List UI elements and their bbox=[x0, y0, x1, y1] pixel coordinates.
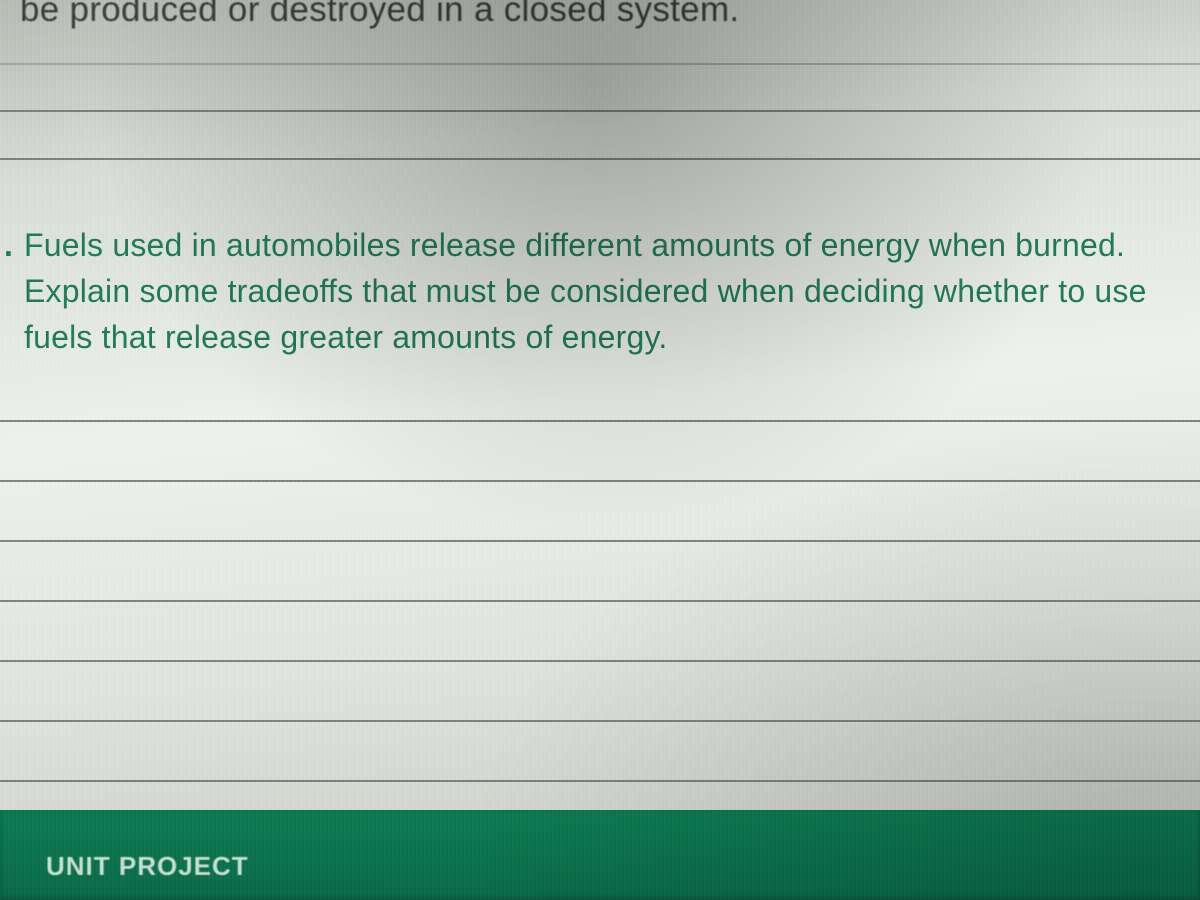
worksheet-page: be produced or destroyed in a closed sys… bbox=[0, 0, 1200, 900]
ruled-line bbox=[0, 660, 1200, 662]
question-text: Fuels used in automobiles release differ… bbox=[24, 227, 1147, 355]
ruled-line bbox=[0, 110, 1200, 112]
question-prompt: . Fuels used in automobiles release diff… bbox=[24, 222, 1160, 360]
ruled-line bbox=[0, 480, 1200, 482]
ruled-line bbox=[0, 540, 1200, 542]
screen-moire-overlay bbox=[0, 0, 1200, 900]
ruled-line bbox=[0, 420, 1200, 422]
footer-label: UNIT PROJECT bbox=[46, 851, 249, 882]
ruled-line bbox=[0, 780, 1200, 782]
ruled-line bbox=[0, 63, 1200, 65]
unit-project-footer: UNIT PROJECT bbox=[0, 810, 1200, 900]
ruled-line bbox=[0, 158, 1200, 160]
question-bullet: . bbox=[4, 222, 13, 268]
photo-vignette-overlay bbox=[0, 0, 1200, 900]
ruled-line bbox=[0, 720, 1200, 722]
ruled-line bbox=[0, 600, 1200, 602]
previous-question-fragment: be produced or destroyed in a closed sys… bbox=[20, 0, 739, 30]
